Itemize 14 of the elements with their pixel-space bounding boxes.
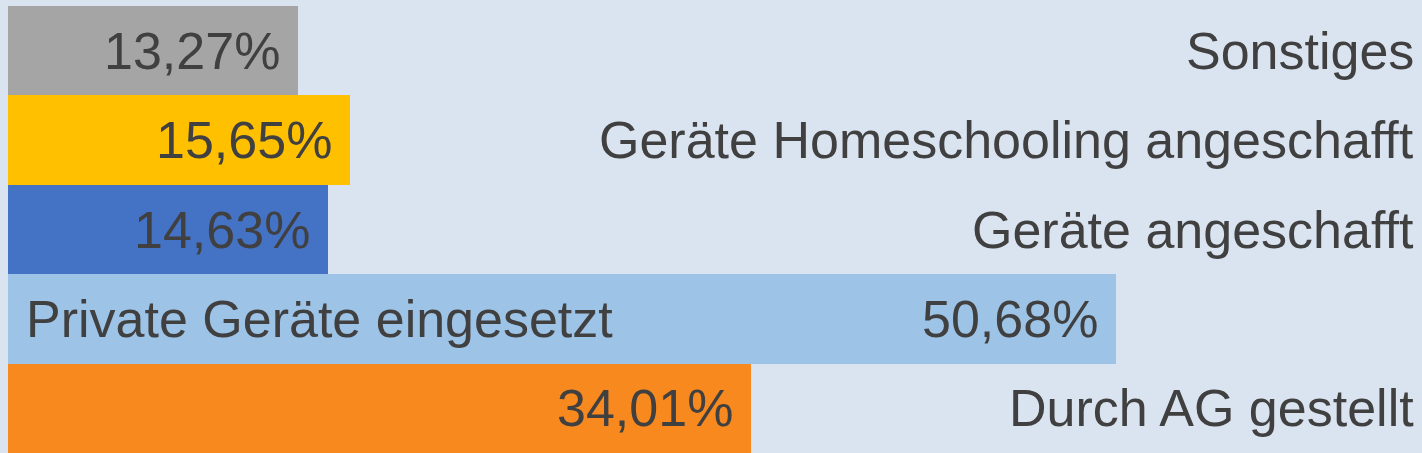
y-tick-label: Durch AG gestellt <box>1009 379 1415 437</box>
y-tick-label: Private Geräte eingesetzt <box>26 290 614 348</box>
y-tick-label: Geräte Homeschooling angeschafft <box>599 111 1414 169</box>
bar <box>8 6 298 95</box>
data-label: 34,01% <box>557 379 734 437</box>
data-label: 15,65% <box>156 111 333 169</box>
data-label: 50,68% <box>922 290 1099 348</box>
y-tick-label: Geräte angeschafft <box>972 201 1414 259</box>
data-label: 13,27% <box>104 22 281 80</box>
bar <box>8 364 751 453</box>
bar <box>8 185 328 274</box>
y-tick-label: Sonstiges <box>1186 22 1415 80</box>
data-label: 14,63% <box>134 201 311 259</box>
bar <box>8 95 350 185</box>
